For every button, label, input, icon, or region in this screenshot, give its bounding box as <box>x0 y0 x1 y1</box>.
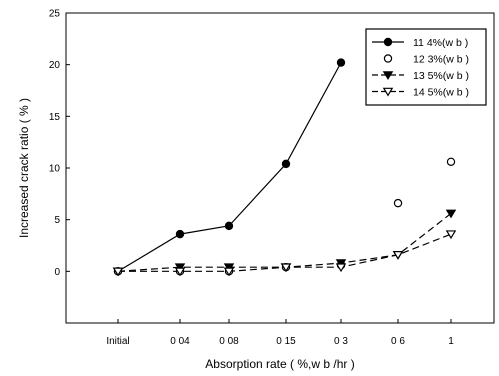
y-tick-label: 15 <box>49 112 61 123</box>
data-point-series-3 <box>335 259 347 269</box>
data-point-series-4 <box>223 267 235 277</box>
legend-marker <box>382 87 394 97</box>
legend-label: 14 5%(w b ) <box>413 87 469 99</box>
series-line-3 <box>117 212 452 272</box>
x-tick-label: 0 04 <box>170 336 190 347</box>
series-line-1 <box>117 62 342 272</box>
legend-marker <box>382 71 394 80</box>
data-point-series-3 <box>223 263 235 273</box>
y-tick-label: 0 <box>54 267 60 278</box>
legend-label: 12 3%(w b ) <box>413 54 469 66</box>
data-point-series-4 <box>392 251 404 260</box>
x-tick-label: 0 08 <box>219 336 239 347</box>
data-point-series-4 <box>335 263 347 273</box>
x-axis-ticks: Initial 0 04 0 08 0 15 0 3 0 6 1 <box>106 319 454 347</box>
y-tick-label: 25 <box>49 9 61 20</box>
x-axis-title: Absorption rate ( %,w b /hr ) <box>205 357 354 371</box>
x-tick-label: 0 6 <box>391 336 405 347</box>
data-point-series-3 <box>445 209 457 219</box>
legend-marker <box>383 54 393 63</box>
data-point-series-2 <box>393 198 403 208</box>
y-tick-label: 10 <box>49 164 61 175</box>
y-tick-label: 5 <box>54 215 60 226</box>
data-point-series-4 <box>174 267 186 277</box>
legend-items: 11 4%(w b ) 12 3%(w b ) 13 5%(w b ) 14 5%(w… <box>372 37 469 99</box>
data-point-series-1 <box>281 159 291 169</box>
data-point-series-3 <box>174 263 186 273</box>
y-axis-title: Increased crack ratio ( % ) <box>17 98 31 238</box>
data-point-series-1 <box>336 58 346 67</box>
data-point-series-4 <box>280 263 292 273</box>
x-tick-label: Initial <box>106 336 129 347</box>
y-axis-ticks: 0 5 10 15 20 25 <box>49 9 70 278</box>
data-point-series-1 <box>175 229 185 239</box>
data-point-series-2 <box>446 157 456 166</box>
data-point-series-4 <box>445 230 457 240</box>
data-point-series-1 <box>224 221 234 231</box>
legend-label: 13 5%(w b ) <box>413 70 469 82</box>
x-tick-label: 0 15 <box>276 336 296 347</box>
series-markers <box>112 58 457 277</box>
legend: 11 4%(w b ) 12 3%(w b ) 13 5%(w b ) 14 5%(w… <box>365 28 487 106</box>
y-tick-label: 20 <box>49 60 61 71</box>
x-tick-label: 1 <box>448 336 454 347</box>
legend-marker <box>383 37 393 47</box>
data-point-series-4 <box>112 267 124 277</box>
legend-label: 11 4%(w b ) <box>413 37 468 49</box>
x-tick-label: 0 3 <box>334 336 348 347</box>
